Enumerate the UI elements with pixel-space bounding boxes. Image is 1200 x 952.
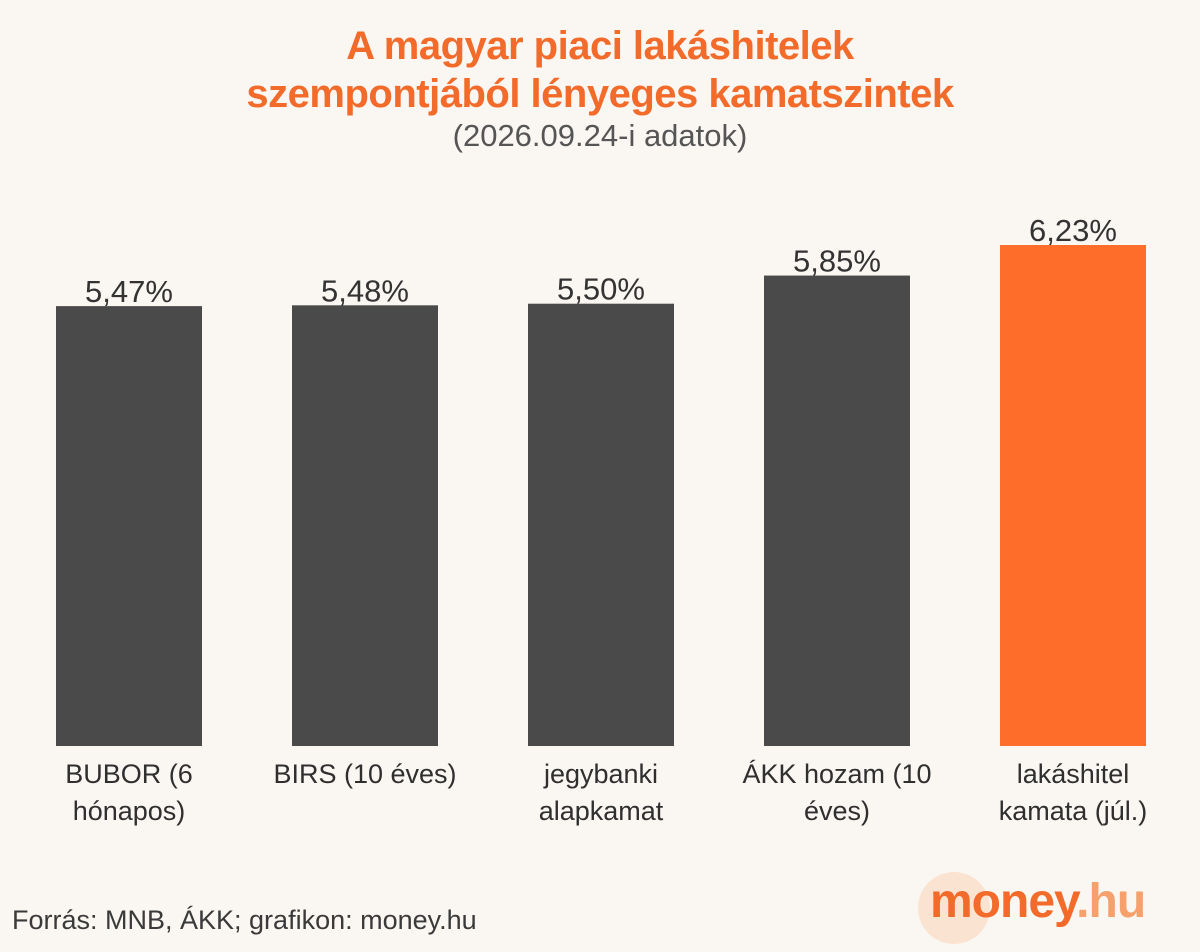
bar-chart: 5,47% BUBOR (6 hónapos) 5,48% BIRS (10 éves)… [56, 213, 1148, 826]
chart-title-line2: szempontjából lényeges kamatszintek [246, 72, 954, 116]
logo-main-text: money [930, 875, 1077, 928]
chart-title: A magyar piaci lakáshitelek szempontjábó… [0, 22, 1200, 118]
source-note: Forrás: MNB, ÁKK; grafikon: money.hu [12, 905, 477, 935]
category-label-1: BIRS (10 éves) [273, 759, 456, 789]
bar-1 [292, 305, 438, 746]
logo-tld-text: .hu [1076, 875, 1146, 928]
chart-title-line1: A magyar piaci lakáshitelek [346, 24, 854, 68]
logo-circle-icon [918, 872, 990, 944]
data-label-3: 5,85% [793, 244, 881, 279]
bar-4 [1000, 245, 1146, 746]
category-label-3: ÁKK hozam (10 éves) [742, 759, 931, 826]
bar-2 [528, 303, 674, 746]
data-label-0: 5,47% [85, 274, 173, 309]
data-label-2: 5,50% [557, 272, 645, 307]
data-label-4: 6,23% [1029, 213, 1117, 248]
category-label-0: BUBOR (6 hónapos) [65, 759, 193, 826]
bar-3 [764, 275, 910, 746]
data-label-1: 5,48% [321, 273, 409, 308]
money-hu-logo: money.hu [918, 862, 1146, 944]
bar-0 [56, 306, 202, 746]
category-label-4: lakáshitel kamata (júl.) [999, 759, 1148, 826]
chart-subtitle: (2026.09.24-i adatok) [452, 118, 748, 153]
category-label-2: jegybanki alapkamat [539, 759, 664, 826]
logo-wordmark: money.hu [918, 875, 1146, 928]
